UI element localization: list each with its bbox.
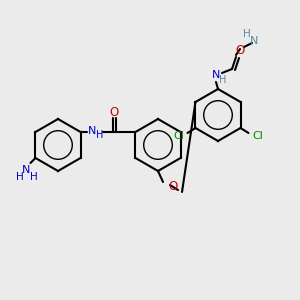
Text: N: N (212, 70, 220, 80)
Text: O: O (236, 44, 244, 58)
Text: H: H (30, 172, 38, 182)
Text: Cl: Cl (252, 131, 263, 141)
Text: N: N (88, 126, 97, 136)
Text: H: H (96, 130, 103, 140)
Text: H: H (16, 172, 23, 182)
Text: N: N (22, 165, 31, 175)
Text: H: H (219, 75, 227, 85)
Text: N: N (250, 36, 258, 46)
Text: H: H (243, 29, 251, 39)
Text: Cl: Cl (173, 131, 184, 141)
Text: O: O (109, 106, 118, 118)
Text: O: O (168, 181, 178, 194)
